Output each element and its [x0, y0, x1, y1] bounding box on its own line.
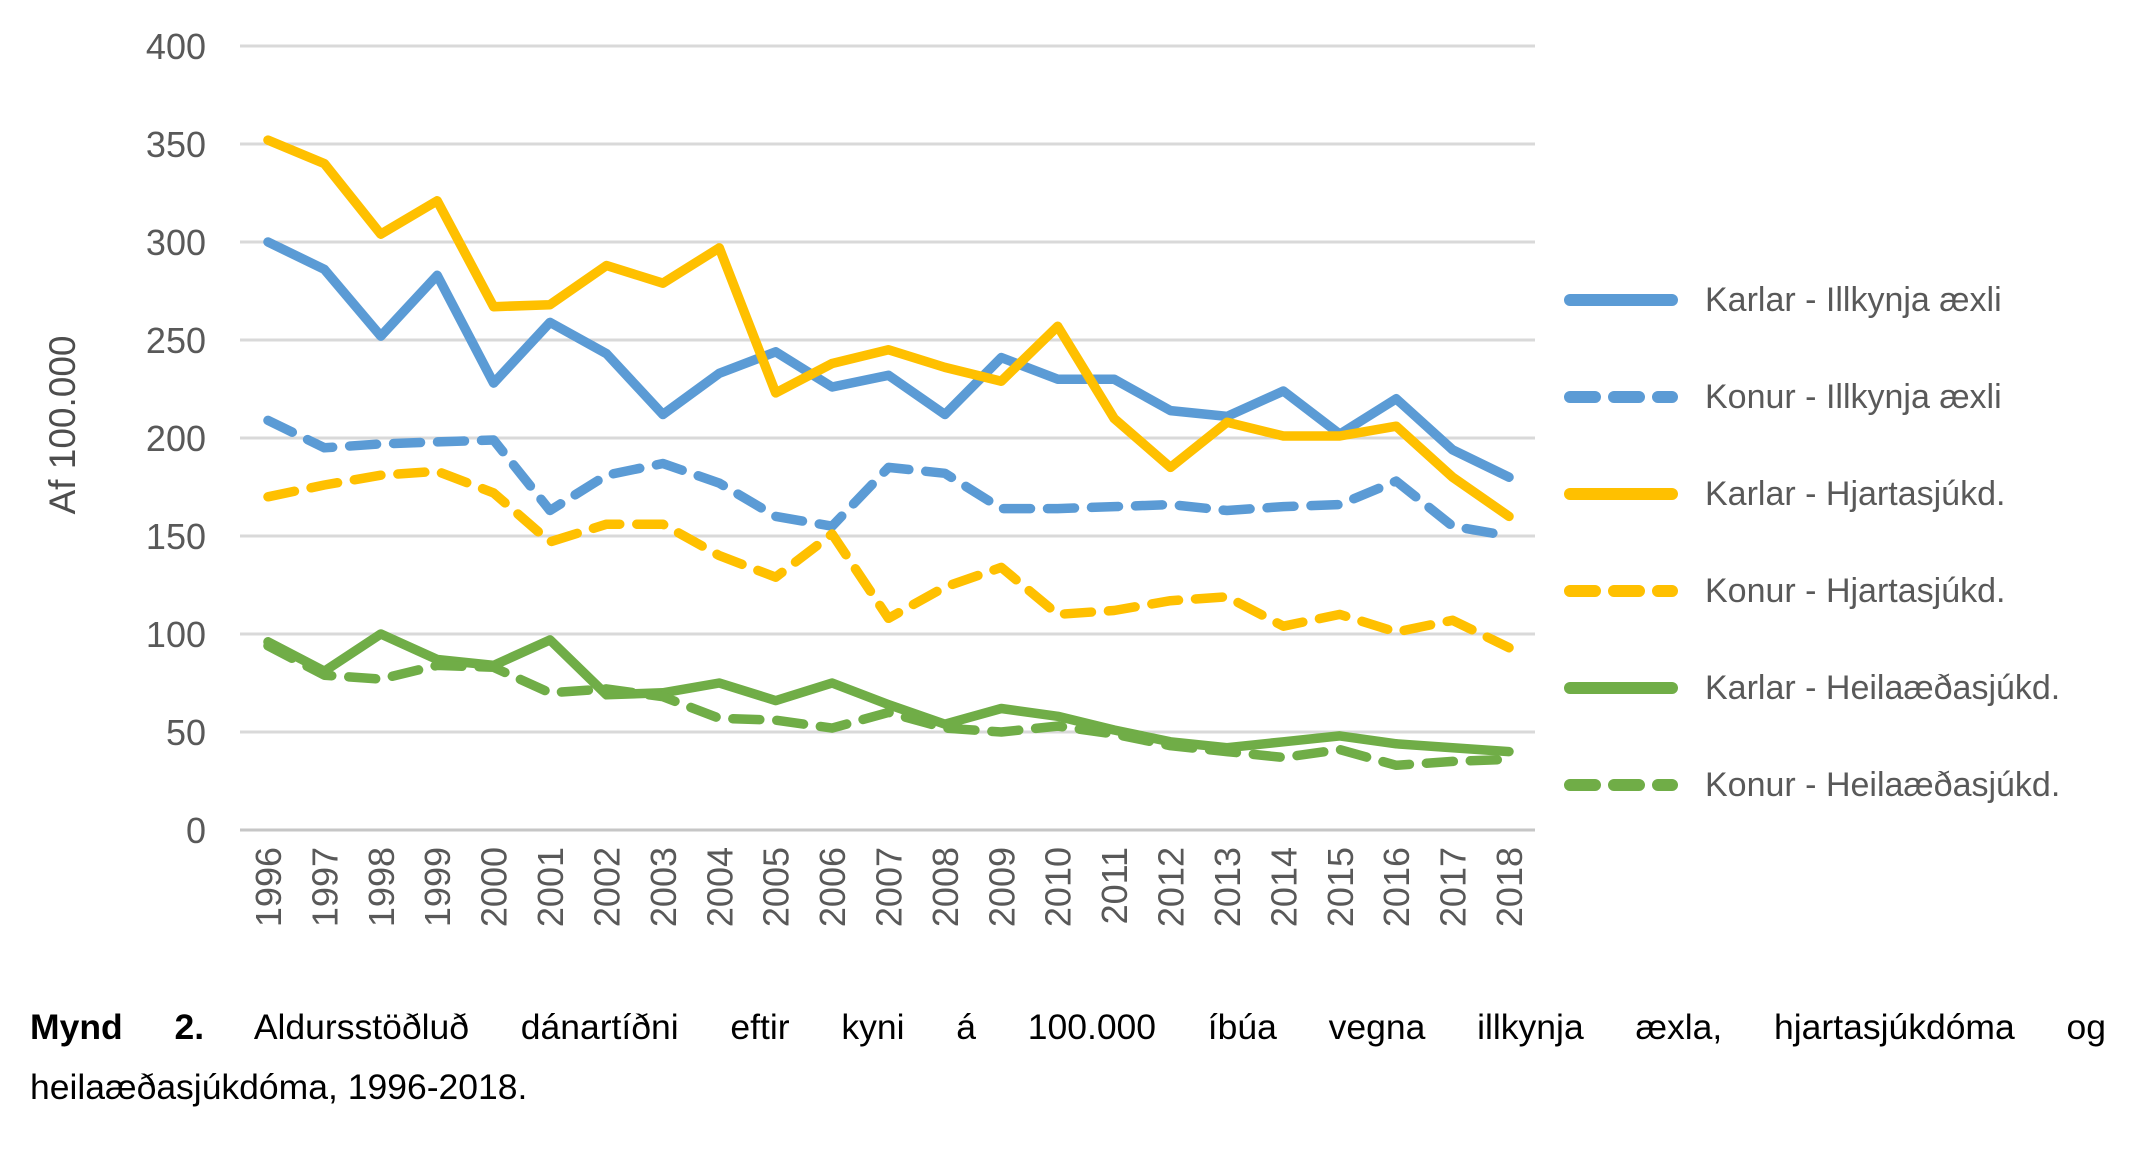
- svg-text:1996: 1996: [248, 847, 289, 927]
- caption-figure-number: Mynd 2.: [30, 1007, 205, 1047]
- svg-text:150: 150: [146, 516, 206, 557]
- svg-text:2016: 2016: [1376, 847, 1417, 927]
- svg-text:2006: 2006: [812, 847, 853, 927]
- svg-text:2012: 2012: [1151, 847, 1192, 927]
- caption-line-2: heilaæðasjúkdóma, 1996-2018.: [30, 1067, 528, 1107]
- y-axis-title: Af 100.000: [42, 335, 83, 515]
- svg-text:2000: 2000: [474, 847, 515, 927]
- svg-text:2014: 2014: [1263, 847, 1304, 927]
- legend-label: Konur - Illkynja æxli: [1705, 377, 2002, 416]
- legend-label: Karlar - Hjartasjúkd.: [1705, 474, 2006, 513]
- caption-line-1: Mynd 2. Aldursstöðluð dánartíðni eftir k…: [30, 997, 2106, 1057]
- svg-text:1997: 1997: [304, 847, 345, 927]
- svg-text:2001: 2001: [530, 847, 571, 927]
- legend-label: Konur - Hjartasjúkd.: [1705, 571, 2006, 610]
- svg-text:1998: 1998: [361, 847, 402, 927]
- legend-marker-solid-line-icon: [1564, 682, 1678, 694]
- legend-marker-solid-line-icon: [1564, 488, 1678, 500]
- svg-text:50: 50: [166, 712, 206, 753]
- svg-text:2005: 2005: [756, 847, 797, 927]
- svg-text:0: 0: [186, 810, 206, 851]
- svg-text:200: 200: [146, 418, 206, 459]
- legend-item: Karlar - Hjartasjúkd.: [1563, 472, 2005, 516]
- svg-text:2015: 2015: [1320, 847, 1361, 927]
- legend-item: Konur - Heilaæðasjúkd.: [1563, 763, 2060, 807]
- legend-item: Konur - Hjartasjúkd.: [1563, 569, 2005, 613]
- svg-text:350: 350: [146, 124, 206, 165]
- legend-label: Karlar - Heilaæðasjúkd.: [1705, 668, 2061, 707]
- svg-text:2018: 2018: [1489, 847, 1530, 927]
- svg-text:2002: 2002: [587, 847, 628, 927]
- svg-text:2017: 2017: [1433, 847, 1474, 927]
- figure-caption: Mynd 2. Aldursstöðluð dánartíðni eftir k…: [30, 997, 2106, 1117]
- svg-text:300: 300: [146, 222, 206, 263]
- caption-text: Aldursstöðluð dánartíðni eftir kyni á 10…: [204, 1007, 2106, 1047]
- svg-text:1999: 1999: [417, 847, 458, 927]
- svg-text:2009: 2009: [981, 847, 1022, 927]
- legend-item: Karlar - Illkynja æxli: [1563, 278, 2002, 322]
- svg-text:2007: 2007: [869, 847, 910, 927]
- svg-text:2013: 2013: [1207, 847, 1248, 927]
- svg-text:2003: 2003: [643, 847, 684, 927]
- svg-text:2008: 2008: [925, 847, 966, 927]
- legend-label: Konur - Heilaæðasjúkd.: [1705, 765, 2061, 804]
- legend-marker-solid-line-icon: [1564, 294, 1678, 306]
- legend-marker-dashed-line-icon: [1564, 391, 1678, 403]
- svg-text:400: 400: [146, 26, 206, 67]
- svg-text:2004: 2004: [699, 847, 740, 927]
- svg-text:250: 250: [146, 320, 206, 361]
- legend-marker-dashed-line-icon: [1564, 585, 1678, 597]
- legend-marker-dashed-line-icon: [1564, 779, 1678, 791]
- legend-item: Konur - Illkynja æxli: [1563, 375, 2002, 419]
- svg-text:2010: 2010: [1038, 847, 1079, 927]
- svg-text:100: 100: [146, 614, 206, 655]
- svg-text:2011: 2011: [1094, 847, 1135, 924]
- legend-label: Karlar - Illkynja æxli: [1705, 280, 2002, 319]
- legend-item: Karlar - Heilaæðasjúkd.: [1563, 666, 2060, 710]
